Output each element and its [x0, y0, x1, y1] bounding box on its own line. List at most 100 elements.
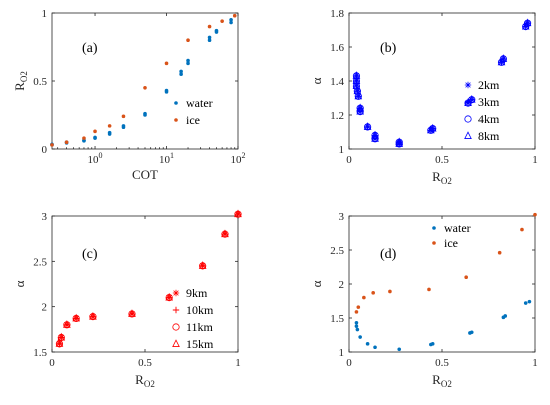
data-point-water [354, 324, 359, 328]
legend-marker-4km [464, 115, 472, 123]
data-point-ice [371, 291, 375, 295]
y-tick-label: 1.8 [330, 8, 344, 20]
y-axis-label: α [309, 77, 324, 84]
legend-marker-2km [464, 81, 472, 89]
legend-marker-8km [464, 131, 472, 139]
data-point-ice [143, 86, 147, 90]
data-point-water [207, 35, 212, 40]
x-tick-label: 0 [346, 154, 352, 166]
data-point-8km [363, 122, 372, 130]
panel-0: 100 101 102 0 0.5 1 COT RO2 (a) water ice [12, 8, 246, 182]
data-point-15km [198, 261, 207, 269]
data-point-15km [72, 313, 81, 322]
data-point-water [186, 58, 190, 63]
data-point-water [93, 135, 97, 140]
panel-tag: (b) [380, 41, 397, 56]
legend-label-2km: 2km [478, 78, 500, 92]
legend-label-ice: ice [186, 113, 200, 127]
legend-label-10km: 10km [186, 303, 214, 317]
x-tick-label: 0 [346, 357, 352, 369]
data-point-water [107, 130, 112, 135]
data-point-15km [221, 229, 229, 238]
data-point-ice [533, 212, 537, 217]
x-axis-label: COT [132, 167, 158, 182]
data-point-15km [55, 339, 64, 347]
data-point-water [373, 345, 377, 350]
panel-tag: (d) [380, 247, 397, 262]
data-point-8km [428, 123, 437, 132]
data-point-ice [64, 140, 69, 144]
data-point-ice [82, 136, 86, 140]
data-point-ice [464, 275, 468, 280]
panel-2: 0 0.5 1 1.5 2 2.5 3 RO2 α (c) 9km 10km 11km 15km [12, 209, 242, 389]
data-point-water [214, 28, 219, 33]
data-point-water [365, 342, 370, 346]
legend-label-water: water [186, 96, 213, 110]
data-point-water [527, 299, 532, 304]
y-tick-label: 1 [42, 8, 48, 20]
x-axis-label: RO2 [432, 372, 452, 389]
data-point-ice [164, 61, 169, 66]
data-point-15km [165, 292, 174, 301]
data-point-water [186, 61, 190, 66]
data-point-8km [467, 95, 476, 103]
data-point-ice [186, 38, 190, 42]
y-axis-label: α [12, 280, 27, 287]
panel-tag: (c) [82, 247, 98, 262]
data-point-ice [356, 305, 361, 309]
x-tick-label: 100 [88, 151, 103, 166]
legend-marker-15km [172, 339, 180, 347]
data-point-ice [232, 13, 237, 18]
x-tick-label: 102 [231, 151, 246, 166]
data-point-water [358, 335, 362, 339]
y-tick-label: 2 [339, 279, 345, 291]
data-point-ice [362, 295, 366, 300]
legend-marker-ice [174, 118, 178, 122]
legend-marker-ice [432, 241, 436, 245]
data-point-ice [121, 114, 126, 119]
data-point-water [523, 301, 528, 305]
data-point-8km [395, 139, 404, 147]
data-point-ice [497, 250, 502, 255]
data-point-water [143, 111, 147, 116]
x-axis-label: RO2 [135, 372, 155, 389]
legend-label-ice: ice [444, 236, 458, 250]
x-tick-label: 0.5 [138, 357, 152, 369]
data-point-water [179, 72, 183, 76]
data-point-ice [388, 289, 392, 294]
legend-marker-10km [172, 306, 180, 314]
data-point-ice [50, 143, 54, 147]
data-point-water [179, 69, 183, 74]
x-axis-label: RO2 [432, 169, 452, 186]
y-tick-label: 2.5 [330, 245, 344, 257]
x-tick-label: 1 [532, 154, 538, 166]
legend-marker-water [432, 226, 436, 230]
plot-frame [51, 12, 239, 150]
x-tick-label: 1 [532, 357, 538, 369]
data-point-water [503, 314, 508, 318]
data-point-8km [356, 106, 365, 115]
y-axis-label: α [309, 280, 324, 287]
legend-marker-9km [172, 289, 180, 297]
data-point-water [397, 347, 402, 352]
y-tick-label: 1.2 [330, 110, 344, 122]
y-tick-label: 1.5 [330, 313, 344, 325]
legend-marker-3km [464, 98, 472, 106]
y-tick-label: 2.5 [33, 256, 47, 268]
y-tick-label: 0 [42, 144, 48, 156]
legend-label-11km: 11km [186, 320, 214, 334]
y-tick-label: 1.6 [330, 42, 344, 54]
plot-frame [348, 215, 536, 353]
y-tick-label: 1.4 [330, 76, 344, 88]
data-point-water [469, 330, 474, 335]
legend-marker-water [174, 101, 178, 105]
data-point-ice [220, 19, 224, 23]
legend-label-15km: 15km [186, 337, 214, 351]
data-point-ice [107, 124, 112, 128]
legend-label-water: water [444, 221, 471, 235]
data-point-ice [207, 24, 212, 29]
panel-tag: (a) [82, 41, 98, 56]
data-point-water [229, 18, 233, 22]
